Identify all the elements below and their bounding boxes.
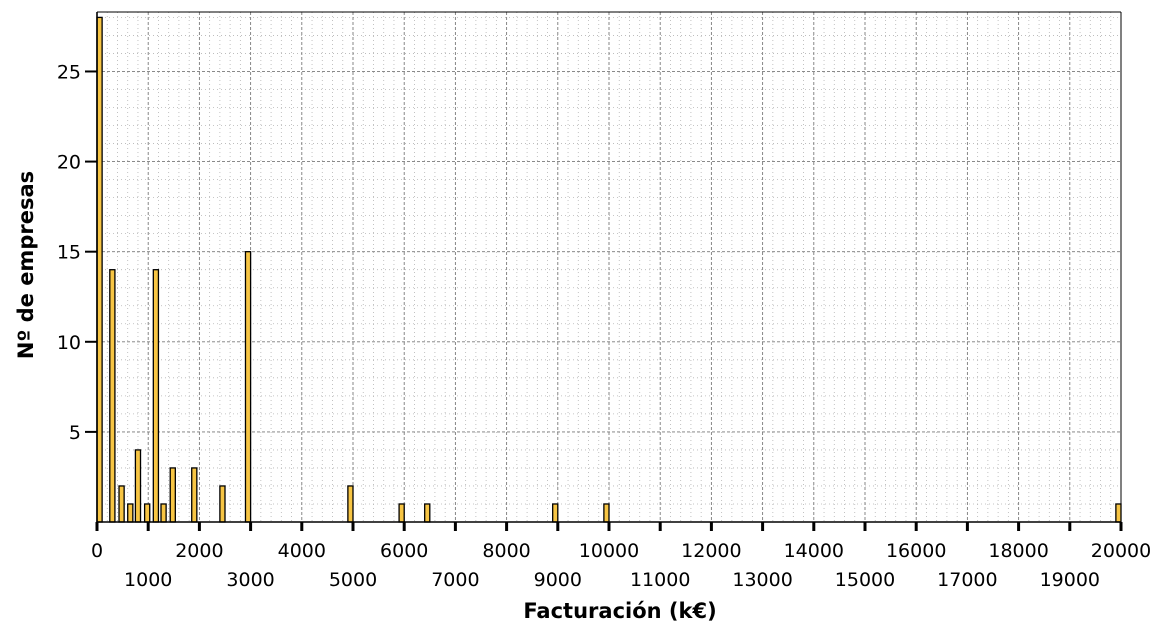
histogram-bar	[160, 503, 167, 523]
x-tick-label: 11000	[630, 569, 690, 591]
x-tick-label: 3000	[226, 569, 274, 591]
y-tick-label: 20	[57, 152, 81, 174]
histogram-bar	[127, 503, 134, 523]
x-tick-label: 13000	[732, 569, 792, 591]
histogram-bar	[169, 467, 176, 523]
y-tick-labels: 5 10 15 20 25	[57, 61, 81, 443]
histogram-bar	[118, 485, 125, 523]
histogram-bar	[347, 485, 354, 523]
y-tick-label: 10	[57, 332, 81, 354]
x-tick-label: 14000	[784, 540, 844, 562]
y-tick-label: 15	[57, 242, 81, 264]
x-tick-label: 8000	[482, 540, 530, 562]
x-tick-label: 12000	[681, 540, 741, 562]
x-tick-label: 19000	[1040, 569, 1100, 591]
y-axis-title: Nº de empresas	[14, 171, 38, 359]
histogram-bar	[191, 467, 198, 523]
histogram-bar	[1115, 503, 1122, 523]
histogram-bar	[109, 269, 116, 523]
x-tick-label: 2000	[175, 540, 223, 562]
histogram-bar	[152, 269, 160, 523]
x-tick-label: 0	[91, 540, 103, 562]
x-tick-label: 4000	[278, 540, 326, 562]
y-tick-label: 5	[69, 422, 81, 444]
x-tick-labels: 0 2000 4000 6000 8000 10000 12000 14000 16000 180…	[91, 540, 1151, 591]
histogram-bar	[552, 503, 559, 523]
x-tick-label: 20000	[1091, 540, 1151, 562]
x-tick-label: 18000	[988, 540, 1048, 562]
grid	[97, 12, 1121, 522]
histogram-bar	[398, 503, 405, 523]
axes	[85, 11, 1123, 531]
x-tick-label: 5000	[329, 569, 377, 591]
histogram-bar	[244, 251, 252, 523]
y-tick-label: 25	[57, 61, 81, 83]
x-axis-title: Facturación (k€)	[523, 599, 716, 623]
x-tick-label: 9000	[534, 569, 582, 591]
histogram-bar	[143, 503, 151, 523]
histogram-bar	[219, 485, 226, 523]
histogram-bar	[603, 503, 610, 523]
histogram-bar	[424, 503, 431, 523]
x-tick-label: 6000	[380, 540, 428, 562]
x-tick-label: 16000	[886, 540, 946, 562]
x-tick-label: 7000	[431, 569, 479, 591]
x-tick-label: 10000	[579, 540, 639, 562]
x-tick-label: 1000	[124, 569, 172, 591]
histogram-bar	[134, 449, 142, 523]
x-tick-label: 15000	[835, 569, 895, 591]
x-tick-label: 17000	[937, 569, 997, 591]
